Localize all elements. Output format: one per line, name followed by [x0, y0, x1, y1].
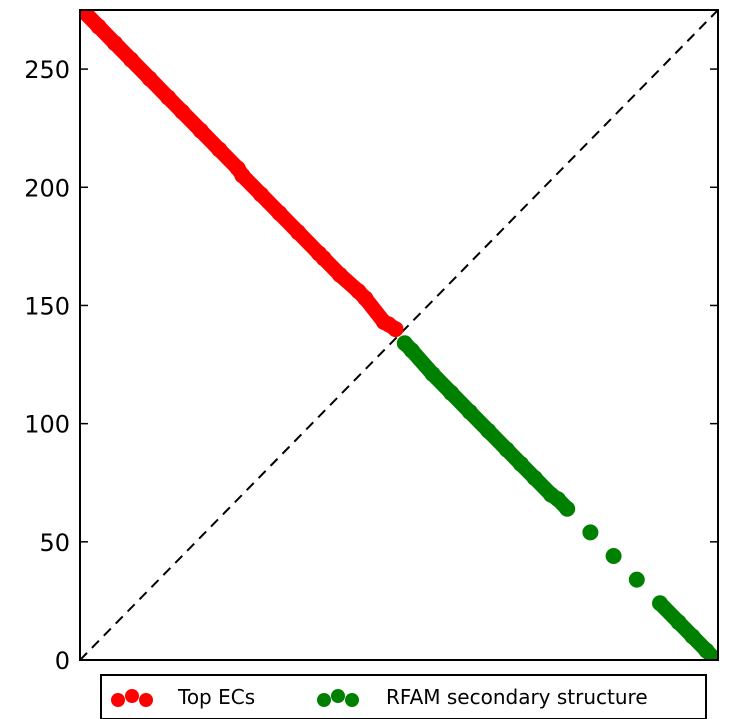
series-0-point [174, 103, 191, 120]
series-1-point [684, 628, 701, 645]
y-tick-label: 250 [24, 56, 70, 84]
series-1-point [461, 403, 478, 420]
y-tick-label: 0 [55, 647, 70, 675]
legend-box [100, 674, 707, 719]
legend-marker-0 [139, 693, 153, 707]
legend-marker-0 [111, 693, 125, 707]
series-1-point [670, 614, 687, 631]
series-0-point [211, 141, 228, 158]
plot-area [80, 10, 718, 660]
series-0-point [234, 167, 251, 184]
series-0-point [90, 18, 107, 35]
legend-label-1: RFAM secondary structure [386, 685, 648, 709]
series-1-point [424, 366, 441, 382]
y-tick-label: 200 [24, 174, 70, 202]
y-axis: 0 50 100 150 200 250 [24, 9, 719, 675]
legend: Top ECs RFAM secondary structure [100, 674, 707, 719]
series-0-point [290, 224, 307, 241]
y-tick-label: 100 [24, 411, 70, 439]
series-0-point [357, 290, 374, 307]
series-0-point [80, 10, 93, 21]
series-1-point [559, 500, 576, 517]
series-0-point [160, 89, 177, 106]
legend-marker-0 [125, 689, 139, 703]
series-1-point [403, 342, 420, 359]
series-0-point [141, 70, 158, 87]
series-1-point [443, 384, 460, 401]
series-1-point [628, 571, 645, 588]
legend-marker-1 [345, 693, 359, 707]
legend-marker-1 [317, 693, 331, 707]
legend-label-0: Top ECs [177, 685, 255, 709]
plot-frame [79, 9, 719, 661]
series-0-point [331, 266, 348, 283]
series-1-point [582, 524, 599, 541]
series-0-point [252, 186, 269, 203]
series-0-point [387, 321, 404, 338]
series-1-point [526, 470, 543, 486]
series-1-point [480, 422, 497, 439]
legend-marker-1 [331, 689, 345, 703]
y-tick-label: 150 [24, 292, 70, 320]
series-0-point [123, 51, 140, 68]
series-0-point [315, 250, 332, 267]
series-1-point [605, 548, 622, 564]
y-tick-label: 50 [39, 529, 70, 557]
series-0-point [192, 122, 209, 139]
series-0-point [106, 35, 123, 52]
series-1-point [652, 595, 668, 612]
series-1-point [512, 455, 529, 472]
series-0-point [271, 205, 288, 222]
series-1-point [707, 652, 718, 660]
series-1-point [498, 441, 515, 458]
